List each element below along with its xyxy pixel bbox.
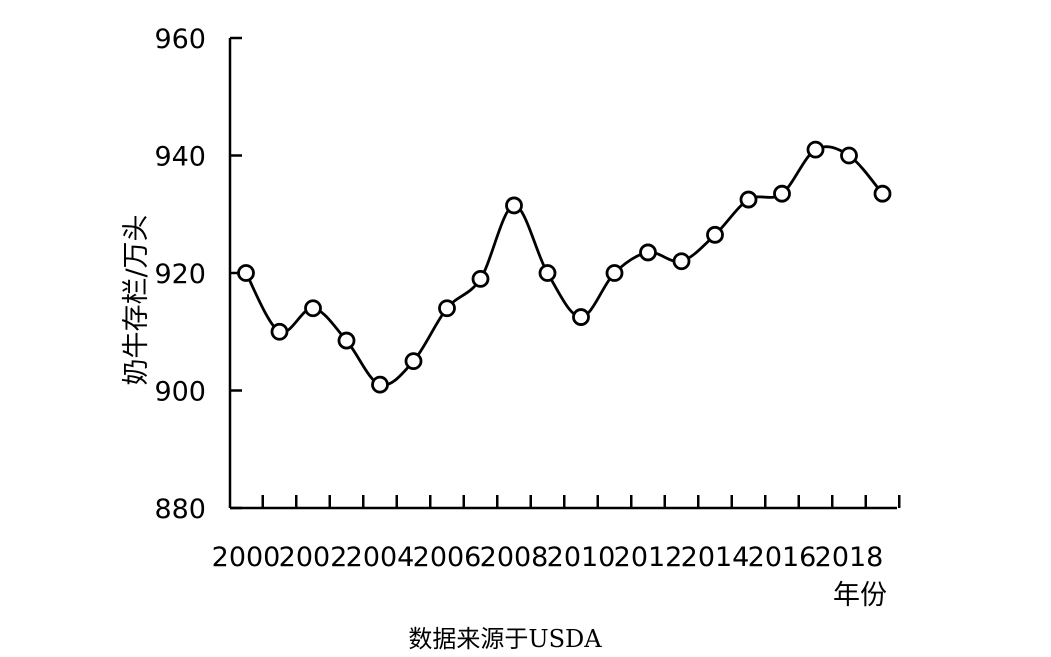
data-point	[404, 352, 423, 371]
data-point	[840, 146, 858, 165]
data-point	[639, 243, 657, 262]
y-tick-label: 940	[154, 142, 206, 173]
x-tick-label: 2008	[480, 542, 549, 573]
x-tick-label: 2010	[547, 542, 616, 573]
data-point	[739, 190, 758, 209]
x-tick-label: 2006	[413, 542, 482, 573]
x-tick-label: 2018	[815, 542, 884, 573]
y-tick-label: 880	[154, 494, 206, 525]
y-tick-label: 920	[154, 259, 206, 290]
y-ticks: 880 900 920 940 960	[154, 24, 242, 525]
data-point	[471, 269, 490, 288]
data-point	[538, 264, 557, 282]
data-point	[706, 225, 724, 244]
x-tick-label: 2016	[748, 542, 817, 573]
data-point	[605, 264, 624, 282]
data-point	[438, 299, 456, 318]
x-tick-label: 2012	[614, 542, 683, 573]
x-tick-label: 2014	[681, 542, 750, 573]
x-tick-label: 2002	[279, 542, 348, 573]
data-point	[505, 196, 523, 215]
x-axis-title: 年份	[833, 580, 887, 611]
data-point	[371, 375, 389, 394]
source-note: 数据来源于USDA	[408, 625, 602, 653]
series-line	[244, 145, 884, 387]
data-point	[270, 322, 289, 341]
data-point	[337, 331, 356, 350]
data-point	[237, 264, 255, 282]
axes: 880 900 920 940 960 200020022004200620082010…	[154, 24, 901, 573]
data-point	[873, 184, 892, 203]
data-point	[806, 140, 825, 159]
y-axis-title: 奶牛存栏/万头	[121, 214, 152, 385]
data-point	[304, 299, 322, 318]
data-point	[773, 184, 791, 203]
y-tick-label: 900	[154, 377, 206, 408]
x-tick-label: 2000	[212, 542, 281, 573]
data-point	[572, 308, 590, 326]
series-layer	[237, 140, 892, 394]
y-tick-label: 960	[154, 24, 206, 55]
x-tick-label: 2004	[346, 542, 415, 573]
data-point	[672, 252, 691, 271]
